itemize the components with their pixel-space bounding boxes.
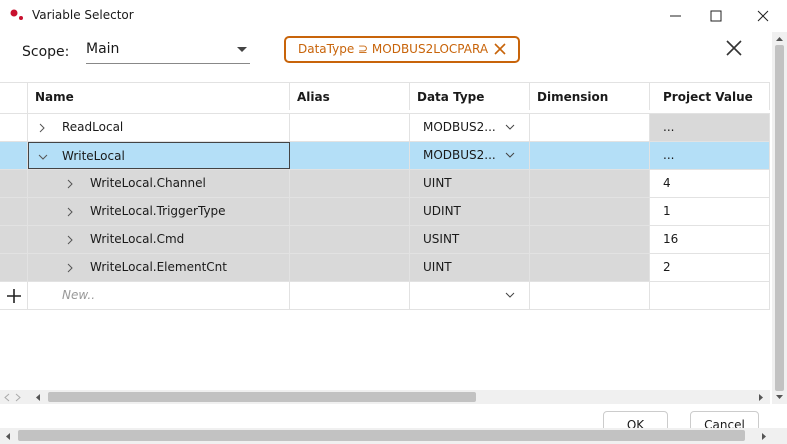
- table-row-selected[interactable]: WriteLocal MODBUS2... ...: [0, 142, 770, 170]
- filter-remove[interactable]: [494, 43, 506, 55]
- collapse-icon[interactable]: [38, 153, 48, 161]
- data-type: UINT: [410, 170, 530, 197]
- dropdown-arrow[interactable]: [505, 292, 515, 299]
- expand-icon[interactable]: [66, 263, 74, 273]
- scroll-arrows[interactable]: [4, 393, 54, 402]
- data-type: USINT: [410, 226, 530, 253]
- clear-button[interactable]: [726, 40, 742, 56]
- column-header[interactable]: Alias: [290, 83, 410, 110]
- expand-icon[interactable]: [38, 123, 46, 133]
- scroll-arrow[interactable]: [4, 432, 12, 441]
- variable-name: ReadLocal: [62, 120, 124, 134]
- expand-icon[interactable]: [66, 207, 74, 217]
- project-value: ...: [650, 114, 770, 141]
- scroll-thumb[interactable]: [48, 392, 476, 402]
- dropdown-arrow[interactable]: [505, 152, 515, 159]
- data-type: UDINT: [410, 198, 530, 225]
- new-row[interactable]: New..: [0, 282, 770, 310]
- add-icon[interactable]: [6, 288, 22, 304]
- data-type: UINT: [410, 254, 530, 281]
- vertical-scrollbar[interactable]: [772, 32, 787, 404]
- table-row[interactable]: WriteLocal.Cmd USINT 16: [0, 226, 770, 254]
- dropdown-arrow: [237, 47, 247, 52]
- scroll-thumb[interactable]: [775, 45, 784, 391]
- app-icon: [10, 9, 23, 20]
- column-header[interactable]: Dimension: [530, 83, 650, 110]
- scope-value: Main: [86, 41, 120, 57]
- header-row: Name Alias Data Type Dimension Project V…: [0, 83, 770, 114]
- variable-name: WriteLocal.TriggerType: [90, 204, 226, 218]
- table-row[interactable]: WriteLocal.TriggerType UDINT 1: [0, 198, 770, 226]
- expand-icon[interactable]: [66, 235, 74, 245]
- data-type: MODBUS2...: [423, 120, 496, 134]
- table-row[interactable]: WriteLocal.Channel UINT 4: [0, 170, 770, 198]
- horizontal-scrollbar[interactable]: [0, 390, 770, 404]
- filter-chip[interactable]: DataType ⊇ MODBUS2LOCPARA: [284, 36, 520, 63]
- scroll-arrow[interactable]: [757, 393, 765, 402]
- column-header[interactable]: Name: [28, 83, 290, 110]
- new-placeholder: New..: [62, 288, 96, 302]
- variable-name: WriteLocal.ElementCnt: [90, 260, 227, 274]
- dropdown-arrow[interactable]: [505, 124, 515, 131]
- table-row[interactable]: ReadLocal MODBUS2... ...: [0, 114, 770, 142]
- table: Name Alias Data Type Dimension Project V…: [0, 82, 770, 391]
- column-header[interactable]: Data Type: [410, 83, 530, 110]
- project-value: 2: [650, 254, 770, 281]
- variable-name: WriteLocal: [62, 149, 125, 163]
- project-value: 4: [650, 170, 770, 197]
- project-value: ...: [650, 142, 770, 169]
- scope-dropdown[interactable]: Main: [86, 41, 250, 64]
- table-row[interactable]: WriteLocal.ElementCnt UINT 2: [0, 254, 770, 282]
- variable-name: WriteLocal.Cmd: [90, 232, 185, 246]
- column-header[interactable]: Project Value: [650, 83, 770, 110]
- filter-text: DataType ⊇ MODBUS2LOCPARA: [298, 42, 489, 56]
- window-title: Variable Selector: [32, 8, 134, 22]
- window-horizontal-scrollbar[interactable]: [0, 428, 787, 444]
- scope-label: Scope:: [22, 44, 70, 60]
- expand-icon[interactable]: [66, 179, 74, 189]
- scroll-arrow[interactable]: [775, 393, 784, 401]
- window-controls[interactable]: [660, 6, 780, 26]
- project-value: 16: [650, 226, 770, 253]
- scroll-thumb[interactable]: [18, 430, 745, 441]
- variable-name: WriteLocal.Channel: [90, 176, 206, 190]
- scroll-arrow[interactable]: [760, 432, 768, 441]
- project-value: 1: [650, 198, 770, 225]
- scroll-arrow[interactable]: [775, 35, 784, 43]
- data-type: MODBUS2...: [423, 148, 496, 162]
